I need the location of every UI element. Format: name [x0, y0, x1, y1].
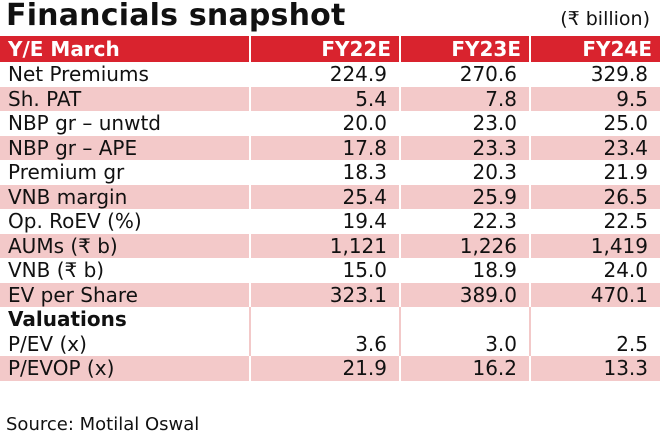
cell-fy22e: 1,121	[250, 233, 401, 258]
table-row: EV per Share 323.1 389.0 470.1	[0, 282, 660, 307]
cell-fy23e: 22.3	[400, 209, 531, 234]
header-fy24e: FY24E	[530, 36, 660, 62]
cell-fy24e: 2.5	[530, 331, 660, 356]
cell-fy23e: 270.6	[400, 62, 531, 87]
cell-fy23e: 25.9	[400, 184, 531, 209]
table-row: NBP gr – unwtd 20.0 23.0 25.0	[0, 111, 660, 136]
cell-fy23e: 3.0	[400, 331, 531, 356]
cell-fy24e: 329.8	[530, 62, 660, 87]
row-label: VNB (₹ b)	[0, 258, 251, 283]
cell-fy22e: 17.8	[250, 135, 401, 160]
cell-fy22e: 15.0	[250, 258, 401, 283]
table-row: Op. RoEV (%) 19.4 22.3 22.5	[0, 209, 660, 234]
cell-fy24e: 9.5	[530, 86, 660, 111]
table-row: AUMs (₹ b) 1,121 1,226 1,419	[0, 233, 660, 258]
table-row: Net Premiums 224.9 270.6 329.8	[0, 62, 660, 87]
unit-label: (₹ billion)	[560, 8, 650, 30]
source-note: Source: Motilal Oswal	[6, 414, 200, 435]
row-label: EV per Share	[0, 282, 251, 307]
row-label: VNB margin	[0, 184, 251, 209]
table-row: P/EV (x) 3.6 3.0 2.5	[0, 331, 660, 356]
title-row: Financials snapshot (₹ billion)	[0, 0, 660, 36]
cell-fy24e: 21.9	[530, 160, 660, 185]
header-fy23e: FY23E	[400, 36, 531, 62]
cell-fy24e: 22.5	[530, 209, 660, 234]
table-row: P/EVOP (x) 21.9 16.2 13.3	[0, 356, 660, 381]
table-header-row: Y/E March FY22E FY23E FY24E	[0, 36, 660, 62]
cell-fy22e: 5.4	[250, 86, 401, 111]
row-label: P/EV (x)	[0, 331, 251, 356]
cell-fy24e: 26.5	[530, 184, 660, 209]
cell-fy22e: 323.1	[250, 282, 401, 307]
cell-fy22e: 21.9	[250, 356, 401, 381]
header-fy22e: FY22E	[250, 36, 401, 62]
cell-fy23e: 23.3	[400, 135, 531, 160]
cell-fy23e: 7.8	[400, 86, 531, 111]
table-row: VNB (₹ b) 15.0 18.9 24.0	[0, 258, 660, 283]
row-label: Net Premiums	[0, 62, 251, 87]
cell-fy23e: 23.0	[400, 111, 531, 136]
cell-fy24e: 23.4	[530, 135, 660, 160]
table-row: Sh. PAT 5.4 7.8 9.5	[0, 86, 660, 111]
row-label: AUMs (₹ b)	[0, 233, 251, 258]
cell-fy22e: 224.9	[250, 62, 401, 87]
cell-fy23e: 18.9	[400, 258, 531, 283]
row-label: P/EVOP (x)	[0, 356, 251, 381]
row-label: Sh. PAT	[0, 86, 251, 111]
cell-fy24e: 470.1	[530, 282, 660, 307]
cell-fy24e: 13.3	[530, 356, 660, 381]
empty-cell	[250, 307, 401, 332]
row-label: NBP gr – APE	[0, 135, 251, 160]
financials-table: Y/E March FY22E FY23E FY24E Net Premiums…	[0, 36, 660, 381]
row-label: NBP gr – unwtd	[0, 111, 251, 136]
cell-fy23e: 16.2	[400, 356, 531, 381]
header-label-column: Y/E March	[0, 36, 251, 62]
cell-fy23e: 389.0	[400, 282, 531, 307]
table-row: VNB margin 25.4 25.9 26.5	[0, 184, 660, 209]
page-title: Financials snapshot	[6, 0, 346, 33]
cell-fy23e: 1,226	[400, 233, 531, 258]
cell-fy22e: 25.4	[250, 184, 401, 209]
cell-fy23e: 20.3	[400, 160, 531, 185]
cell-fy22e: 19.4	[250, 209, 401, 234]
cell-fy22e: 20.0	[250, 111, 401, 136]
empty-cell	[530, 307, 660, 332]
empty-cell	[400, 307, 531, 332]
row-label: Op. RoEV (%)	[0, 209, 251, 234]
table-row: Premium gr 18.3 20.3 21.9	[0, 160, 660, 185]
cell-fy22e: 18.3	[250, 160, 401, 185]
cell-fy22e: 3.6	[250, 331, 401, 356]
section-label: Valuations	[0, 307, 251, 332]
row-label: Premium gr	[0, 160, 251, 185]
table-row: NBP gr – APE 17.8 23.3 23.4	[0, 135, 660, 160]
cell-fy24e: 25.0	[530, 111, 660, 136]
section-row-valuations: Valuations	[0, 307, 660, 332]
cell-fy24e: 24.0	[530, 258, 660, 283]
cell-fy24e: 1,419	[530, 233, 660, 258]
